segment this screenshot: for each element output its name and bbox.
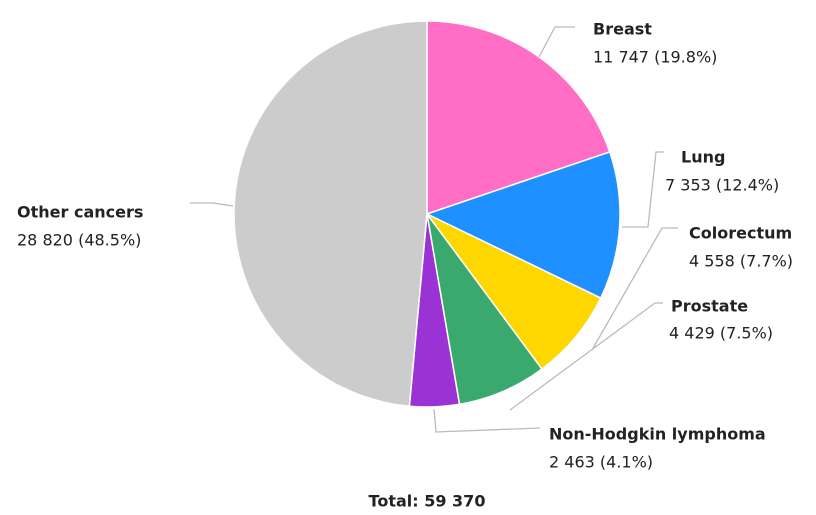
leader-line [591,227,678,351]
leader-line [509,302,663,411]
slice-name: Other cancers [17,203,143,222]
pie-slice [425,150,621,300]
slice-name: Prostate [671,297,748,316]
leader-line [538,26,575,58]
slice-value-label: 11 747 (19.8%) [593,48,717,67]
slice-value-label: 28 820 (48.5%) [17,231,141,250]
slice-value-label: 4 429 (7.5%) [669,324,773,343]
slice-name: Colorectum [689,224,792,243]
slice-name: Lung [681,148,725,167]
total-label: Total: 59 370 [369,492,486,511]
leader-line [622,151,664,228]
slice-value-label: 2 463 (4.1%) [549,453,653,472]
slice-value-label: 7 353 (12.4%) [665,176,779,195]
leader-line [433,408,541,433]
slice-value-label: 4 558 (7.7%) [689,252,793,271]
slice-name: Breast [593,20,652,39]
leader-line [190,202,234,207]
slice-name: Non-Hodgkin lymphoma [549,425,766,444]
pie-slice [426,213,602,371]
pie-slice [233,20,428,408]
